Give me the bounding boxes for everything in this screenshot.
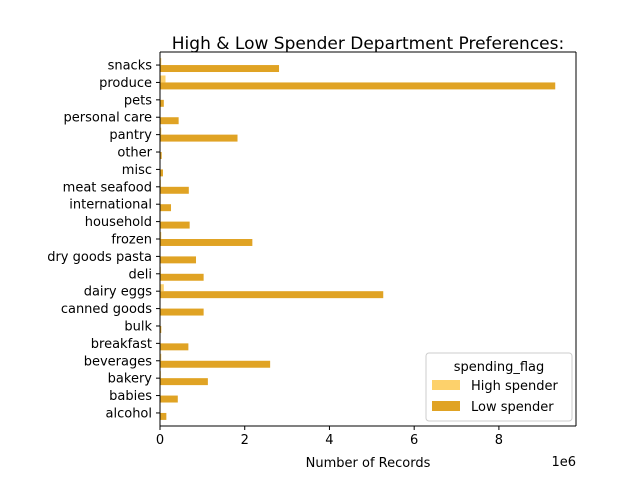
legend-swatch-low-spender <box>432 401 460 411</box>
bar-frozen-high-spender <box>160 232 162 239</box>
bar-dry-goods-pasta-low-spender <box>160 256 197 264</box>
x-tick-label-6: 6 <box>410 433 418 448</box>
x-axis-ticks: 0 2 4 6 8 <box>156 426 503 448</box>
bar-international-low-spender <box>160 204 172 212</box>
bar-dairy-eggs-low-spender <box>160 291 384 299</box>
x-axis-label: Number of Records <box>306 456 431 471</box>
bar-bakery-low-spender <box>160 378 208 386</box>
x-tick-label-2: 2 <box>241 433 249 448</box>
y-tick-label-produce: produce <box>99 76 152 91</box>
bar-misc-low-spender <box>160 169 163 177</box>
bar-canned-goods-low-spender <box>160 308 204 316</box>
bar-pets-low-spender <box>160 99 164 107</box>
legend-label-low-spender: Low spender <box>471 400 554 415</box>
y-tick-label-dry-goods-pasta: dry goods pasta <box>47 250 152 265</box>
bar-babies-low-spender <box>160 395 178 403</box>
bar-other-low-spender <box>160 152 162 159</box>
y-tick-label-international: international <box>69 198 152 213</box>
x-axis-scale-label: 1e6 <box>551 455 576 470</box>
y-tick-label-deli: deli <box>129 267 152 282</box>
bar-beverages-low-spender <box>160 360 271 368</box>
bar-bulk-low-spender <box>160 325 162 333</box>
y-tick-label-canned-goods: canned goods <box>61 302 152 317</box>
bar-breakfast-low-spender <box>160 343 189 351</box>
bar-meat-seafood-low-spender <box>160 186 189 194</box>
legend-title: spending_flag <box>454 360 545 375</box>
bar-dairy-eggs-high-spender <box>160 284 164 292</box>
chart-title: High & Low Spender Department Preference… <box>172 34 564 54</box>
bar-snacks-low-spender <box>160 65 280 73</box>
bar-pantry-high-spender <box>160 127 162 135</box>
y-tick-label-household: household <box>85 215 152 230</box>
y-tick-label-dairy-eggs: dairy eggs <box>84 285 153 300</box>
bar-alcohol-low-spender <box>160 412 167 420</box>
y-tick-label-babies: babies <box>109 389 152 404</box>
y-tick-label-alcohol: alcohol <box>106 406 152 421</box>
y-tick-label-bulk: bulk <box>124 319 152 334</box>
y-axis-ticks: alcohol babies bakery beverages breakfast bul… <box>47 59 160 421</box>
bars-layer <box>160 58 556 420</box>
x-tick-label-8: 8 <box>495 433 503 448</box>
y-tick-label-beverages: beverages <box>84 354 153 369</box>
y-tick-label-meat-seafood: meat seafood <box>63 180 152 195</box>
bar-snacks-high-spender <box>160 58 162 66</box>
bar-produce-high-spender <box>160 75 166 83</box>
x-tick-label-4: 4 <box>325 433 333 448</box>
bar-beverages-high-spender <box>160 353 162 361</box>
y-tick-label-bakery: bakery <box>108 372 153 387</box>
bar-personal-care-low-spender <box>160 117 179 125</box>
y-tick-label-frozen: frozen <box>111 233 152 248</box>
legend-swatch-high-spender <box>432 380 460 390</box>
y-tick-label-breakfast: breakfast <box>91 337 152 352</box>
bar-frozen-low-spender <box>160 239 253 246</box>
bar-pantry-low-spender <box>160 134 238 142</box>
y-tick-label-pets: pets <box>124 93 152 108</box>
legend-frame <box>425 352 573 422</box>
bar-produce-low-spender <box>160 82 556 90</box>
x-tick-label-0: 0 <box>156 433 164 448</box>
legend-label-high-spender: High spender <box>471 379 559 394</box>
bar-deli-low-spender <box>160 273 204 281</box>
y-tick-label-other: other <box>117 146 152 161</box>
y-tick-label-snacks: snacks <box>108 59 153 74</box>
legend: spending_flag High spender Low spender <box>425 352 573 422</box>
y-tick-label-personal-care: personal care <box>64 111 152 126</box>
bar-household-low-spender <box>160 221 190 229</box>
y-tick-label-misc: misc <box>122 163 152 178</box>
y-tick-label-pantry: pantry <box>109 128 152 143</box>
